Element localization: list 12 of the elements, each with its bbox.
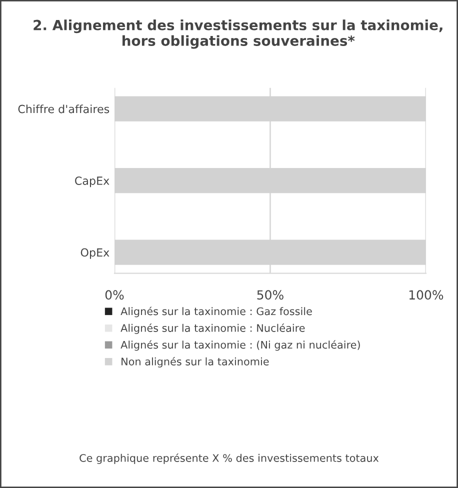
text: Ce graphique représente X % des investissements totaux [80,453,379,464]
legend-label: Non alignés sur la taxinomie [122,356,269,368]
legend-label: Alignés sur la taxinomie : Nucléaire [120,323,305,334]
chart-title: 2. Alignement des investissements sur la taxinomie, hors obligations souveraines* [34,20,442,49]
y-tick-label: Chiffre d'affaires [18,104,110,114]
x-tick-label: 100% [409,290,444,300]
legend-label: Alignés sur la taxinomie : Gaz fossile [120,306,312,318]
y-tick-label: OpEx [80,248,110,259]
x-tick-label: 0% [105,290,124,300]
legend-label: Alignés sur la taxinomie : (Ni gaz ni nucléaire) [120,340,360,351]
x-tick-label: 50% [257,290,284,300]
y-tick-label: CapEx [75,176,110,188]
